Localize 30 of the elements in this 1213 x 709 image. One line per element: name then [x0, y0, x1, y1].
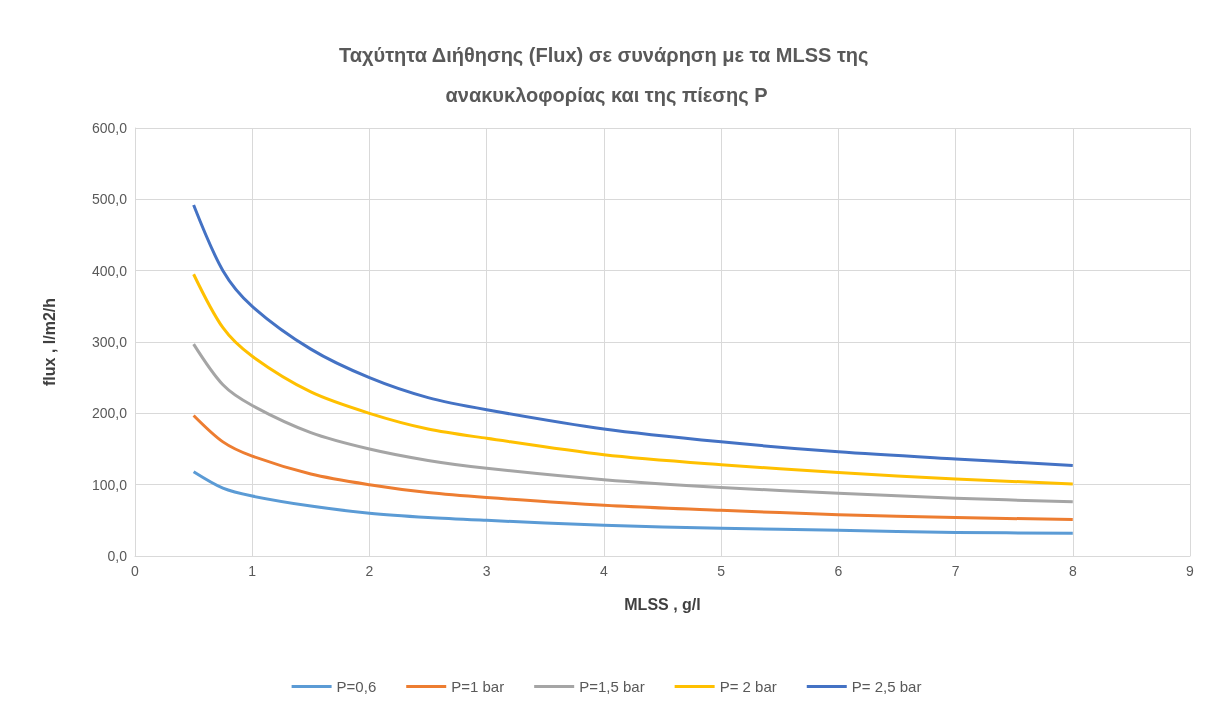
y-tick-label: 400,0 [91, 262, 128, 279]
legend-label: P=1,5 bar [579, 678, 645, 695]
x-tick-label: 5 [717, 563, 726, 579]
line-series [192, 272, 1075, 486]
x-tick-label: 2 [365, 563, 374, 579]
x-axis-title: MLSS , g/l [624, 595, 701, 613]
line-series [192, 413, 1075, 522]
x-tick-label: 7 [951, 563, 960, 579]
x-tick-label: 0 [131, 563, 140, 579]
y-axis-title: flux , l/m2/h [40, 297, 58, 387]
legend-label: P= 2 bar [719, 678, 777, 695]
x-tick-label: 6 [834, 563, 843, 579]
legend-label: P=0,6 [336, 678, 377, 695]
y-tick-label: 300,0 [91, 334, 128, 350]
line-series [192, 470, 1075, 535]
chart-title: Ταχύτητα Διήθησης (Flux) σε συνάρηση με τα MLSS της ανακυκλοφορίας και της πίεσης P [338, 44, 875, 106]
y-tick-label: 0,0 [107, 548, 128, 564]
x-tick-label: 4 [599, 563, 608, 579]
line-series [192, 342, 1075, 504]
y-tick-label: 100,0 [91, 476, 128, 493]
y-tick-label: 600,0 [91, 120, 128, 136]
legend-label: P= 2,5 bar [851, 678, 922, 695]
x-tick-label: 3 [482, 563, 491, 579]
legend-label: P=1 bar [451, 678, 505, 695]
x-tick-label: 1 [248, 563, 257, 579]
x-tick-label: 9 [1186, 563, 1195, 579]
line-series [192, 203, 1075, 467]
y-tick-label: 200,0 [91, 405, 128, 422]
y-tick-label: 500,0 [91, 191, 128, 208]
x-tick-label: 8 [1068, 563, 1077, 579]
